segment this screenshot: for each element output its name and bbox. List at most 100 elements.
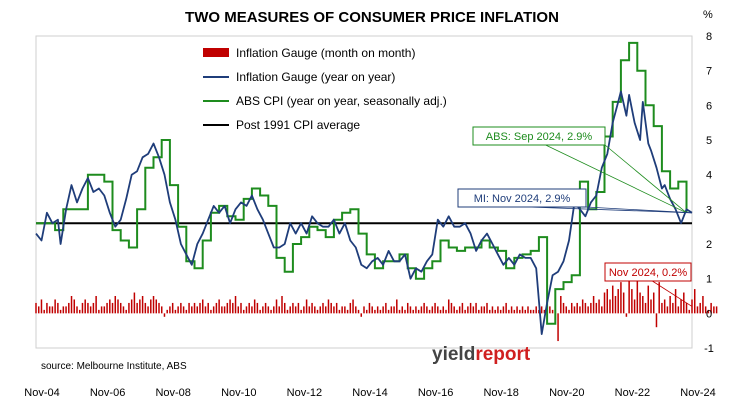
mom-bar <box>475 302 477 314</box>
mom-bar <box>385 302 387 314</box>
mom-bar <box>111 302 114 314</box>
inflation-gauge-yoy-line <box>35 90 693 335</box>
mom-bar <box>442 306 445 314</box>
mom-bar <box>557 313 559 342</box>
mom-bar <box>333 306 335 314</box>
mom-bar <box>417 309 420 314</box>
mom-bar <box>150 299 152 314</box>
mom-bar <box>445 309 447 314</box>
mom-bar <box>456 309 458 314</box>
mom-bar <box>68 302 70 314</box>
x-tick-label: Nov-14 <box>352 387 387 399</box>
mom-bar <box>158 302 160 314</box>
mom-bar <box>240 302 242 314</box>
mom-bar <box>562 302 565 314</box>
x-tick-label: Nov-18 <box>483 387 518 399</box>
mom-bar <box>647 285 650 314</box>
mom-bar <box>87 302 89 314</box>
mom-bar <box>352 299 354 314</box>
mom-bar <box>270 309 272 314</box>
mom-bar <box>218 299 220 314</box>
annotation-box <box>457 188 587 208</box>
mom-bar <box>519 309 521 314</box>
mom-bar <box>303 306 305 314</box>
y-tick-label: 6 <box>706 100 712 112</box>
mom-bar <box>245 306 248 314</box>
mom-bar <box>590 302 592 314</box>
abs-cpi-line <box>36 41 688 325</box>
mom-bar <box>390 306 393 314</box>
x-tick-label: Nov-06 <box>90 387 125 399</box>
mom-bar <box>672 302 674 314</box>
series-lines <box>35 41 693 335</box>
mom-bar <box>286 309 289 314</box>
mom-bar <box>57 302 59 314</box>
legend-label: Inflation Gauge (month on month) <box>236 46 415 60</box>
annotation-label: MI: Nov 2024, 2.9% <box>474 193 571 205</box>
mom-bar <box>152 296 155 314</box>
mom-bars <box>35 271 718 342</box>
mom-bar <box>324 306 327 314</box>
y-tick-label: 2 <box>706 239 712 251</box>
annotation-box <box>472 126 606 146</box>
mom-bar <box>237 306 240 314</box>
chart-title: TWO MEASURES OF CONSUMER PRICE INFLATION <box>185 9 559 26</box>
brand-part-1: yield <box>432 344 475 365</box>
y-axis-unit: % <box>703 9 713 21</box>
mom-bar <box>355 306 357 314</box>
mom-bar <box>401 306 404 314</box>
mom-bar <box>341 306 343 314</box>
mom-bar <box>171 302 174 314</box>
brand-part-2: report <box>475 344 531 365</box>
annotation-label: Nov 2024, 0.2% <box>609 267 687 279</box>
mom-bar <box>122 306 125 314</box>
mom-bar <box>98 309 100 314</box>
annotation-box <box>604 262 692 282</box>
mom-bar <box>54 299 56 314</box>
mom-bar <box>70 296 73 314</box>
mom-bar <box>314 306 316 314</box>
mom-bar <box>226 302 229 314</box>
mom-bar <box>273 306 275 314</box>
x-tick-label: Nov-08 <box>155 387 190 399</box>
mom-bar <box>133 292 136 314</box>
mom-bar <box>483 306 486 314</box>
mom-bar <box>191 306 193 314</box>
mom-bar <box>109 299 111 314</box>
mom-bar <box>428 309 431 314</box>
mom-bar <box>349 302 352 314</box>
mom-bar <box>524 309 527 314</box>
mom-bar <box>568 309 570 314</box>
annotation-leader <box>604 144 687 214</box>
mom-bar <box>614 296 617 314</box>
mom-bar <box>693 289 696 314</box>
mom-bar <box>644 302 647 314</box>
mom-bar <box>628 278 630 314</box>
mom-bar <box>396 299 398 314</box>
x-tick-label: Nov-20 <box>549 387 584 399</box>
y-tick-label: 0 <box>706 308 712 320</box>
x-tick-label: Nov-10 <box>221 387 256 399</box>
mom-bar <box>215 302 218 314</box>
mom-bar <box>532 309 535 314</box>
mom-bar <box>560 296 562 314</box>
mom-bar <box>595 302 598 314</box>
mom-bar <box>415 306 417 314</box>
mom-bar <box>461 302 464 314</box>
mom-bar <box>316 309 319 314</box>
mom-bar <box>529 309 532 314</box>
mom-bar <box>617 289 619 314</box>
mom-bar <box>412 309 414 314</box>
mom-bar <box>283 302 286 314</box>
mom-bar <box>78 309 81 314</box>
mom-bar <box>707 309 710 314</box>
mom-bar <box>163 313 166 317</box>
x-tick-label: Nov-24 <box>680 387 715 399</box>
annotation-leader <box>528 206 693 214</box>
mom-bar <box>147 306 149 314</box>
legend: Inflation Gauge (month on month) Inflatio… <box>203 46 447 132</box>
mom-bar <box>464 309 466 314</box>
y-tick-label: 5 <box>706 135 712 147</box>
mom-bar <box>275 299 278 314</box>
